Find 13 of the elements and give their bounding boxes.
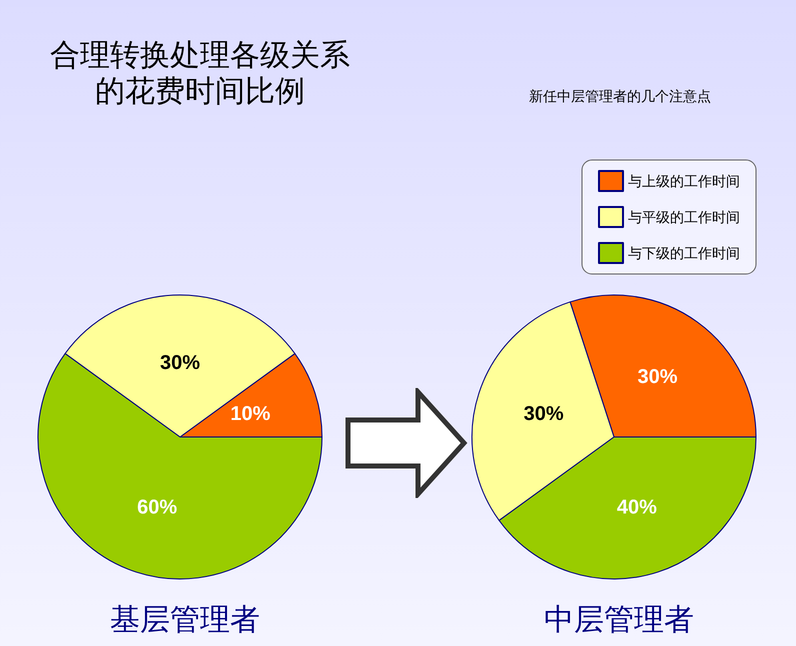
data-label: 40% — [616, 496, 658, 518]
data-label: 10% — [230, 403, 271, 426]
legend-label: 与平级的工作时间 — [628, 209, 740, 225]
legend-label: 与下级的工作时间 — [628, 245, 740, 261]
text: 新任中层管理者的几个注意点 — [528, 88, 712, 106]
data-label: 30% — [524, 403, 564, 426]
text: 中层管理者 — [544, 604, 694, 636]
legend-label: 与上级的工作时间 — [628, 173, 740, 189]
data-label: 30% — [160, 352, 200, 374]
text: 合理转换处理各级关系的花费时间比例 — [49, 38, 351, 110]
text: 基层管理者 — [110, 604, 260, 636]
data-label: 60% — [137, 496, 178, 518]
data-label: 30% — [637, 366, 678, 388]
